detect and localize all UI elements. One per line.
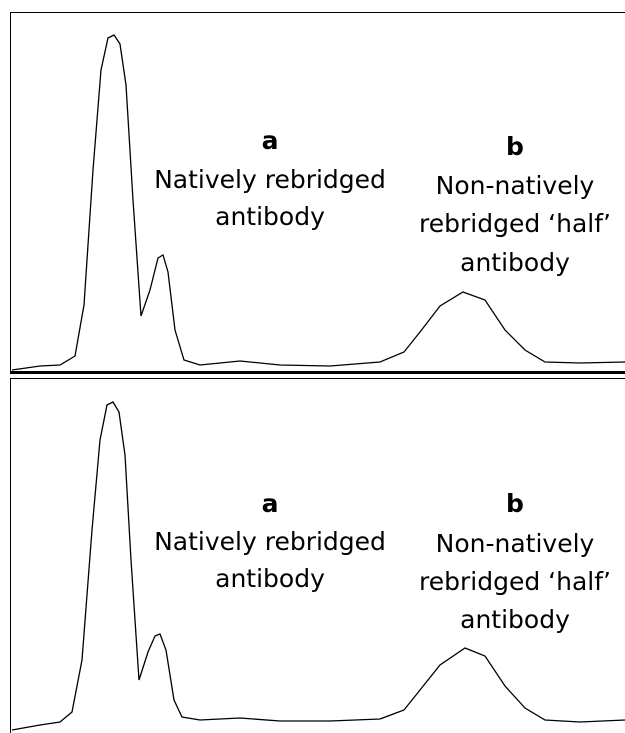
trace: [11, 401, 625, 731]
panel-frame: [10, 12, 625, 372]
peak-label: antibody: [460, 605, 570, 634]
panel-bottom: a Natively rebridged antibody b Non-nati…: [11, 401, 625, 731]
peak-label: Non-natively: [436, 529, 595, 558]
peak-label: antibody: [215, 564, 325, 593]
peak-letter: a: [262, 489, 279, 518]
peak-label: rebridged ‘half’: [419, 567, 611, 596]
panel-frame: [10, 378, 625, 733]
peak-letter: a: [262, 126, 279, 155]
peak-label: Non-natively: [436, 171, 595, 200]
peak-label: Natively rebridged: [154, 165, 386, 194]
panel-top: a Natively rebridged antibody b Non-nati…: [11, 34, 625, 371]
peak-label: antibody: [460, 248, 570, 277]
trace: [11, 34, 625, 371]
peak-letter: b: [506, 489, 524, 518]
peak-label: antibody: [215, 202, 325, 231]
peak-label: Natively rebridged: [154, 527, 386, 556]
peak-letter: b: [506, 132, 524, 161]
peak-label: rebridged ‘half’: [419, 209, 611, 238]
